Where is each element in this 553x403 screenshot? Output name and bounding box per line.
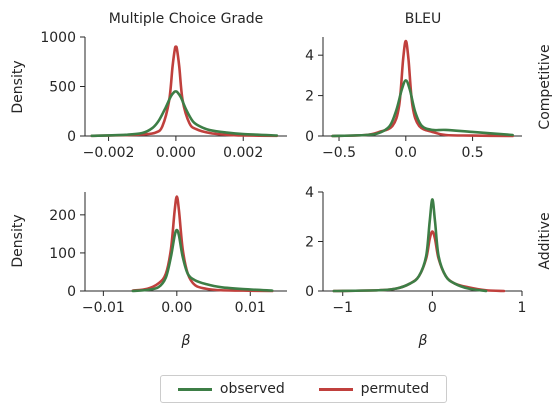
y-tick-label: 0 — [67, 129, 76, 145]
panel-additive-bleu: 0 2 4 −1 0 1 — [305, 185, 526, 316]
legend-swatch-permuted — [318, 387, 353, 391]
x-tick-label: 0.01 — [235, 300, 266, 316]
x-tick-label: 0.002 — [223, 145, 263, 161]
density-curve-observed — [331, 79, 514, 138]
y-tick-label: 0 — [305, 129, 314, 145]
y-tick-label: 200 — [49, 208, 76, 224]
x-tick-label: 0 — [428, 300, 437, 316]
x-tick-label: −0.5 — [322, 145, 356, 161]
y-tick-label: 2 — [305, 235, 314, 251]
x-tick-label: −0.002 — [83, 145, 135, 161]
column-title-bleu: BLEU — [405, 11, 442, 27]
x-tick-label: −1 — [332, 300, 353, 316]
x-tick-label: 0.000 — [156, 145, 196, 161]
panel-additive-mcg: 0 100 200 −0.01 0.00 0.01 — [49, 192, 287, 316]
column-title-mcg: Multiple Choice Grade — [109, 11, 264, 27]
panel-competitive-mcg: 0 500 1000 −0.002 0.000 0.002 — [40, 30, 287, 161]
x-axis-label-bleu: β — [418, 333, 428, 349]
density-curve-observed — [90, 90, 279, 138]
y-axis-label-row1: Density — [10, 60, 26, 113]
y-tick-label: 500 — [49, 80, 76, 96]
density-curve-observed — [332, 198, 488, 293]
x-axis-label-mcg: β — [181, 333, 191, 349]
x-tick-label: 0.5 — [461, 145, 483, 161]
density-curve-permuted — [332, 230, 506, 293]
density-curve-observed — [131, 228, 274, 293]
legend: observed permuted — [160, 375, 447, 403]
y-tick-label: 2 — [305, 89, 314, 105]
x-tick-label: 1 — [518, 300, 527, 316]
density-curve-permuted — [90, 45, 279, 138]
y-axis-label-row2: Density — [10, 214, 26, 267]
legend-label-observed: observed — [219, 381, 285, 397]
legend-item-permuted: permuted — [318, 381, 430, 397]
legend-item-observed: observed — [177, 381, 285, 397]
y-tick-label: 100 — [49, 246, 76, 262]
legend-label-permuted: permuted — [360, 381, 430, 397]
x-tick-label: −0.01 — [82, 300, 125, 316]
x-tick-label: 0.0 — [395, 145, 417, 161]
density-curve-permuted — [331, 39, 514, 138]
x-tick-label: 0.00 — [161, 300, 192, 316]
y-tick-label: 1000 — [40, 30, 76, 46]
density-curve-permuted — [131, 195, 274, 293]
y-tick-label: 0 — [67, 284, 76, 300]
legend-swatch-observed — [177, 387, 212, 391]
y-tick-label: 4 — [305, 48, 314, 64]
y-tick-label: 0 — [305, 284, 314, 300]
row-title-competitive: Competitive — [537, 44, 553, 129]
panel-competitive-bleu: 0 2 4 −0.5 0.0 0.5 — [305, 37, 522, 161]
y-tick-label: 4 — [305, 185, 314, 201]
row-title-additive: Additive — [537, 212, 553, 269]
